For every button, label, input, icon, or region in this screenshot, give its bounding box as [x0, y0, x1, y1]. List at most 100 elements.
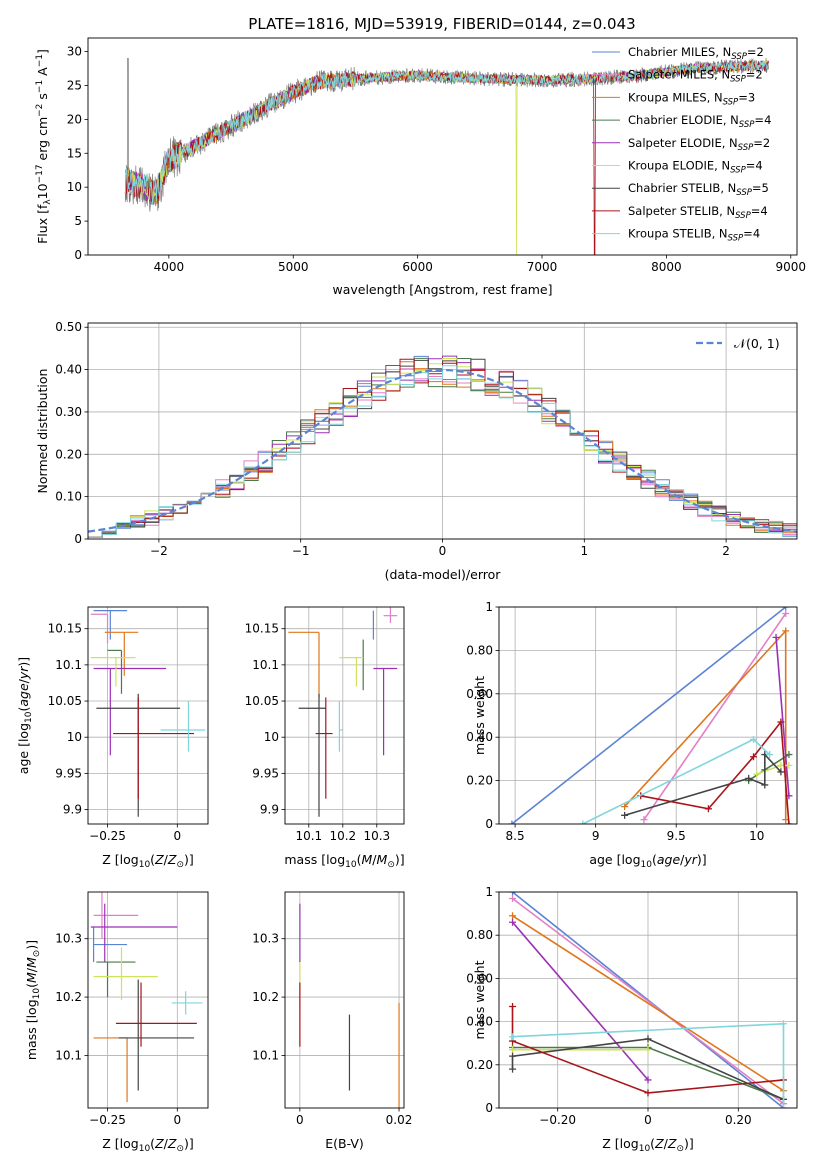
- weight-marker: [785, 751, 793, 759]
- weight-marker: [766, 751, 774, 759]
- weight-marker: [750, 753, 758, 761]
- y-tick-label: 10.2: [55, 990, 82, 1004]
- weight-line-6: [511, 1038, 784, 1101]
- plot-area-mass_vs_z: [90, 892, 203, 1103]
- y-tick-label: 0.50: [55, 320, 82, 334]
- y-tick-label: 9.95: [252, 766, 279, 780]
- panel-mass_vs_ebv: 0 0.02 10.1 10.2 10.3: [252, 891, 413, 1127]
- weight-marker: [640, 816, 648, 824]
- y-tick-label: 10.15: [245, 622, 279, 636]
- y-tick-label: 0.20: [466, 1058, 493, 1072]
- weight-marker: [777, 718, 785, 726]
- x-tick-label: 9: [592, 829, 600, 843]
- legend-series-name: Kroupa STELIB: [628, 227, 712, 241]
- y-tick-label: 0.60: [466, 687, 493, 701]
- x-tick-label: 8.5: [506, 829, 525, 843]
- panel-mass_vs_z: −0.25 0 10.1 10.2 10.3 Z [log10(Z/Z⊙)] mass [l…: [24, 891, 209, 1154]
- y-tick-label: 1: [485, 600, 493, 614]
- weight-marker: [753, 770, 761, 778]
- plot-area-mass_vs_ebv: [299, 903, 400, 1108]
- weight-marker: [509, 1046, 517, 1054]
- y-tick-label: 0: [485, 1101, 493, 1115]
- legend-entry: Salpeter ELODIE, NSSP=2: [628, 136, 770, 153]
- x-tick-label: 4000: [154, 260, 185, 274]
- y-tick-label: 0.20: [466, 774, 493, 788]
- legend-nssp: 4: [755, 159, 762, 173]
- weight-line-7: [511, 1006, 784, 1094]
- panel-spectrum: 4000 5000 6000 7000 8000 9000051015202530wave…: [35, 37, 806, 297]
- weight-marker: [782, 607, 790, 611]
- weight-marker: [509, 1052, 517, 1060]
- x-axis-label: Z [log10(Z/Z⊙)]: [102, 1136, 194, 1154]
- legend-nssp: 4: [753, 227, 760, 241]
- weight-marker: [782, 627, 790, 635]
- weight-line-4: [511, 921, 649, 1081]
- x-tick-label: 7000: [527, 260, 558, 274]
- x-axis-label: Z [log10(Z/Z⊙)]: [602, 1136, 694, 1154]
- y-tick-label: 0.30: [55, 405, 82, 419]
- plot-area-residuals: [88, 355, 797, 538]
- weight-marker: [785, 761, 793, 769]
- x-tick-label: 0: [296, 1113, 304, 1127]
- weight-marker: [621, 803, 629, 811]
- weight-marker: [779, 1020, 787, 1028]
- legend-series-name: Chabrier ELODIE: [628, 113, 723, 127]
- weight-marker: [785, 820, 793, 824]
- legend-nssp: 2: [757, 45, 764, 59]
- axes-frame: [498, 606, 798, 825]
- legend-series-name: Salpeter STELIB: [628, 204, 719, 218]
- x-tick-label: 5000: [278, 260, 309, 274]
- x-tick-label: 0: [439, 544, 447, 558]
- x-tick-label: 10.3: [363, 829, 390, 843]
- weight-line-0: [512, 892, 784, 1108]
- grid-mass_vs_z: [88, 892, 208, 1108]
- y-tick-label: 10.05: [48, 694, 82, 708]
- y-tick-label: 9.95: [55, 766, 82, 780]
- y-tick-label: 0.80: [466, 928, 493, 942]
- y-tick-label: 25: [67, 78, 82, 92]
- x-axis-label: (data-model)/error: [385, 567, 502, 582]
- panel-residuals: −2 −1 0 1 2 0 0.10 0.20 0.30 0.40 0.50 (data-model)…: [35, 320, 798, 582]
- y-tick-label: 0.80: [466, 643, 493, 657]
- legend-series-name: Kroupa ELODIE: [628, 159, 714, 173]
- y-tick-label: 0.10: [55, 490, 82, 504]
- legend-series-name: Kroupa MILES: [628, 90, 707, 104]
- weight-line-1: [512, 897, 784, 1105]
- x-axis-label: Z [log10(Z/Z⊙)]: [102, 852, 194, 870]
- y-tick-label: 10.3: [252, 932, 279, 946]
- x-tick-label: 0.20: [725, 1113, 752, 1127]
- y-tick-label: 10.15: [48, 622, 82, 636]
- y-tick-label: 9.9: [63, 803, 82, 817]
- axes-frame: [87, 606, 209, 825]
- x-tick-label: −0.25: [89, 829, 126, 843]
- weight-marker: [508, 820, 516, 824]
- x-tick-label: 0.02: [386, 1113, 413, 1127]
- x-tick-label: 10.2: [329, 829, 356, 843]
- axes-frame: [87, 37, 798, 256]
- weight-marker: [644, 1046, 652, 1054]
- x-axis-label: mass [log10(M/M⊙)]: [284, 852, 404, 870]
- weight-marker: [644, 1076, 652, 1084]
- legend-series-name: Salpeter MILES: [628, 68, 714, 82]
- y-tick-label: 10.3: [55, 932, 82, 946]
- legend-series-name: Salpeter ELODIE: [628, 136, 722, 150]
- weight-marker: [509, 912, 517, 920]
- legend-entry: Salpeter STELIB, NSSP=4: [628, 204, 768, 221]
- x-axis-label: age [log10(age/yr)]: [589, 852, 706, 870]
- y-tick-label: 10.1: [252, 658, 279, 672]
- weight-marker: [745, 774, 753, 782]
- y-tick-label: 5: [74, 214, 82, 228]
- weight-line-2: [512, 915, 784, 1092]
- axes-frame: [498, 891, 798, 1109]
- grid-age_vs_z: [88, 607, 208, 824]
- plot-area-age_vs_mass: [288, 607, 398, 817]
- legend-nssp: 4: [760, 204, 767, 218]
- panel-weight_vs_age: 8.5 9 9.5 10 0 0.20 0.40 0.60 0.80 1 age [log10(ag…: [466, 600, 798, 870]
- y-tick-label: 10: [67, 180, 82, 194]
- y-axis-label: age [log10(age/yr)]: [16, 657, 34, 774]
- y-tick-label: 0.40: [55, 363, 82, 377]
- weight-marker: [779, 1104, 787, 1108]
- y-axis-label: mass weight: [472, 676, 487, 755]
- legend-nssp: 2: [755, 68, 762, 82]
